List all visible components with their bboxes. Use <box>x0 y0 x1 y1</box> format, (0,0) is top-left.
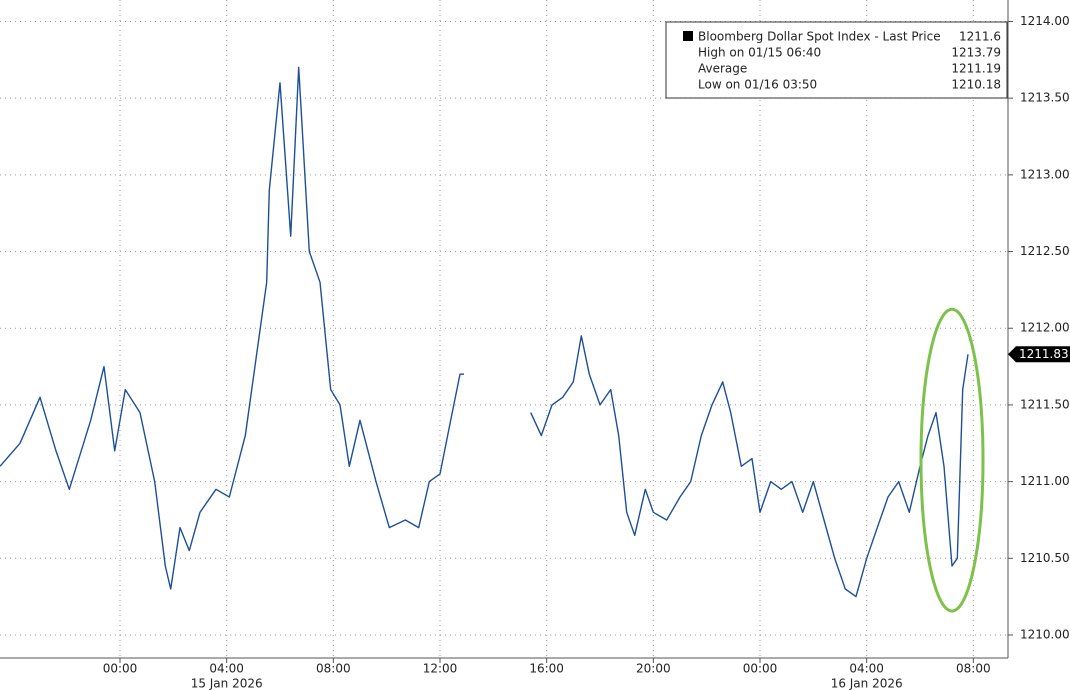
legend-stat-label: High on 01/15 06:40 <box>698 46 821 60</box>
y-tick-label: 1213.50 <box>1020 91 1070 105</box>
y-tick-label: 1214.00 <box>1020 14 1070 28</box>
legend-stat-label: Average <box>698 62 747 76</box>
last-price-tag: 1211.83 <box>1008 346 1070 363</box>
plot <box>0 66 985 613</box>
legend-value: 1211.6 <box>959 30 1001 44</box>
y-tick-label: 1210.00 <box>1020 627 1070 641</box>
price-line <box>0 66 969 598</box>
x-tick-label: 04:00 <box>849 662 884 676</box>
legend-stat-value: 1213.79 <box>951 46 1001 60</box>
x-tick-label: 16:00 <box>529 662 564 676</box>
y-tick-label: 1211.00 <box>1020 474 1070 488</box>
last-price-label: 1211.83 <box>1019 347 1069 361</box>
x-tick-label: 00:00 <box>103 662 138 676</box>
x-tick-label: 20:00 <box>636 662 671 676</box>
x-tick-label: 08:00 <box>316 662 351 676</box>
highlight-ellipse <box>919 307 985 613</box>
date-label: 16 Jan 2026 <box>831 677 903 690</box>
x-tick-label: 12:00 <box>423 662 458 676</box>
legend-stat-value: 1210.18 <box>951 78 1001 92</box>
y-tick-label: 1212.50 <box>1020 244 1070 258</box>
legend: Bloomberg Dollar Spot Index - Last Price… <box>665 21 1008 99</box>
y-tick-label: 1212.00 <box>1020 321 1070 335</box>
y-tick-label: 1211.50 <box>1020 397 1070 411</box>
date-label: 15 Jan 2026 <box>191 677 263 690</box>
x-tick-label: 00:00 <box>743 662 778 676</box>
legend-stat-value: 1211.19 <box>951 62 1001 76</box>
y-tick-label: 1210.50 <box>1020 551 1070 565</box>
legend-swatch <box>683 31 693 41</box>
legend-stat-label: Low on 01/16 03:50 <box>698 78 817 92</box>
x-tick-label: 04:00 <box>209 662 244 676</box>
legend-box <box>665 21 1008 99</box>
x-tick-label: 08:00 <box>956 662 991 676</box>
last-price-box <box>1008 346 1070 363</box>
y-tick-label: 1213.00 <box>1020 167 1070 181</box>
legend-label: Bloomberg Dollar Spot Index - Last Price <box>698 30 941 44</box>
